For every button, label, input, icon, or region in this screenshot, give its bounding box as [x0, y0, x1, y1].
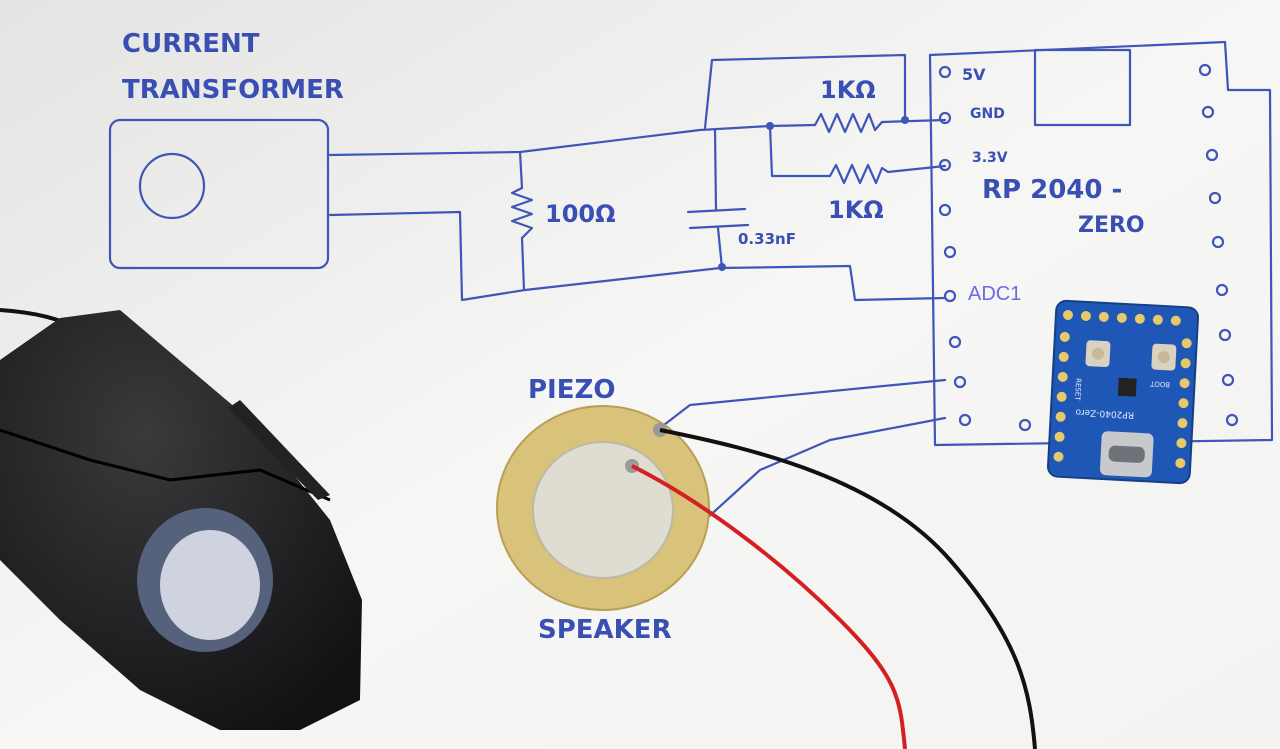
- ct-clamp-device: [0, 310, 362, 730]
- piezo-disc: [496, 405, 710, 611]
- board-outline: [928, 40, 1274, 447]
- junction-dot: [766, 122, 774, 130]
- ct-label-line1: CURRENT: [122, 29, 260, 59]
- resistor-100-label: 100Ω: [545, 200, 616, 228]
- board-label-line1: RP 2040 -: [982, 175, 1122, 205]
- circuit-wiring: [328, 53, 947, 522]
- module-boot-label: BOOT: [1149, 379, 1170, 388]
- resistor-1k-top-symbol: [813, 112, 884, 134]
- board-left-pins: [938, 65, 1032, 432]
- resistor-1k-top-label: 1KΩ: [820, 76, 876, 104]
- junction-dot: [901, 116, 909, 124]
- capacitor-symbol: [686, 207, 750, 230]
- module-silkscreen: RP2040-Zero: [1075, 406, 1134, 419]
- board-right-pins: [1198, 63, 1239, 427]
- pin-5v-label: 5V: [962, 65, 986, 84]
- resistor-1k-bottom-symbol: [828, 163, 890, 185]
- adc1-label: ADC1: [968, 283, 1021, 305]
- resistor-100-symbol: [510, 186, 534, 240]
- red-wire: [631, 464, 907, 749]
- pin-3v3-label: 3.3V: [972, 150, 1008, 166]
- speaker-label: SPEAKER: [538, 615, 672, 645]
- black-wire: [659, 428, 1037, 749]
- ct-symbol: [108, 118, 330, 270]
- module-reset-label: RESET: [1073, 378, 1082, 402]
- rp2040-zero-module: RP2040-Zero BOOT RESET: [1047, 299, 1199, 485]
- capacitor-label: 0.33nF: [738, 230, 796, 248]
- resistor-1k-bottom-label: 1KΩ: [828, 196, 884, 224]
- board-label-line2: ZERO: [1078, 213, 1145, 238]
- pin-gnd-label: GND: [970, 106, 1005, 122]
- piezo-label: PIEZO: [528, 375, 615, 405]
- ct-label-line2: TRANSFORMER: [122, 75, 344, 105]
- junction-dot: [718, 263, 726, 271]
